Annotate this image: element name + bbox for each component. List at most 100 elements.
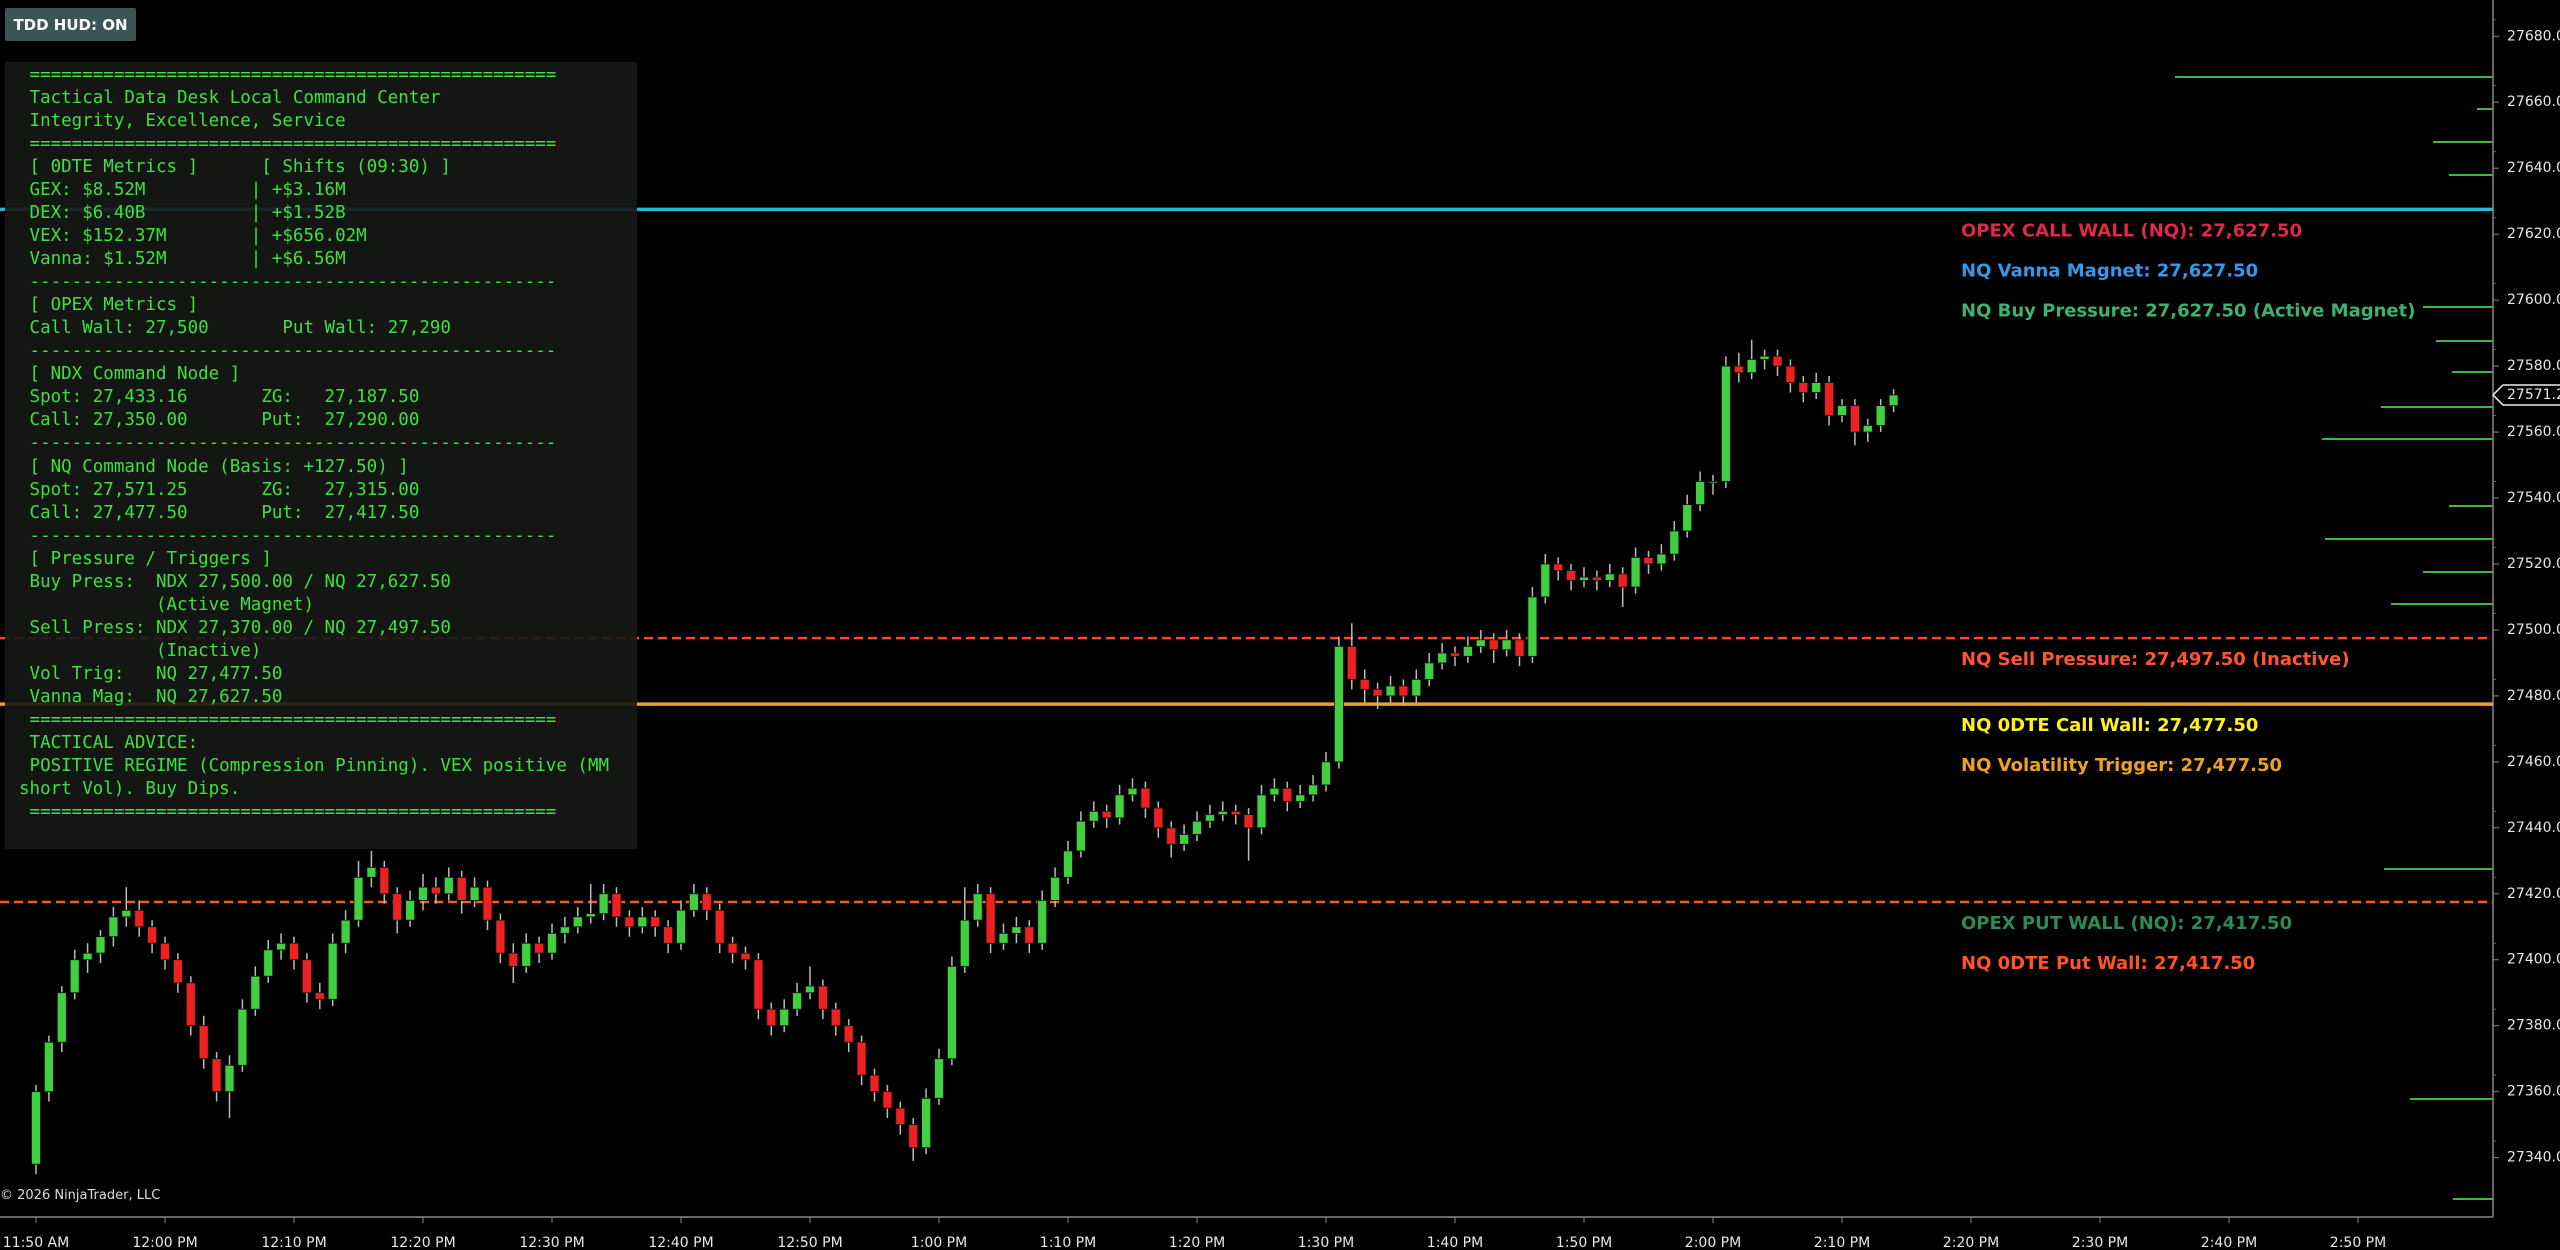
candle-body xyxy=(895,1107,906,1126)
candle-body xyxy=(1475,639,1486,647)
hud-line: ----------------------------------------… xyxy=(19,341,557,362)
candle-body xyxy=(727,942,738,954)
candle-body xyxy=(224,1064,235,1093)
hud-line: ========================================… xyxy=(19,134,557,155)
candle-body xyxy=(766,1008,777,1027)
x-tick-label: 1:10 PM xyxy=(1040,1235,1096,1250)
candle-body xyxy=(1037,899,1048,944)
candle-body xyxy=(134,909,145,928)
candle-body xyxy=(430,886,441,895)
candle-body xyxy=(1385,685,1396,697)
hud-line: Integrity, Excellence, Service xyxy=(19,111,346,132)
candle-body xyxy=(547,932,557,954)
y-tick-label: 27580.00 xyxy=(2507,358,2560,374)
candle-body xyxy=(327,942,338,1000)
candle-body xyxy=(1450,652,1460,657)
y-tick-label: 27420.00 xyxy=(2507,886,2560,902)
hud-line: ========================================… xyxy=(19,65,557,85)
candle-body xyxy=(1695,481,1705,506)
candle-body xyxy=(1114,794,1125,819)
candle-body xyxy=(1824,382,1834,416)
candle-body xyxy=(972,893,983,921)
candle-body xyxy=(185,982,196,1027)
hud-line: Spot: 27,571.25 ZG: 27,315.00 xyxy=(19,479,420,500)
candle-body xyxy=(985,893,996,944)
candle-body xyxy=(1192,820,1202,835)
price-marker-label: 27571.25 xyxy=(2507,387,2560,403)
candle-body xyxy=(56,992,67,1043)
x-tick-label: 2:40 PM xyxy=(2201,1235,2257,1250)
candle-body xyxy=(1592,576,1602,581)
hud-line: [ 0DTE Metrics ] [ Shifts (09:30) ] xyxy=(19,157,451,178)
candle-body xyxy=(1127,787,1138,796)
x-tick-label: 12:30 PM xyxy=(519,1235,584,1250)
candle-body xyxy=(1630,556,1641,588)
candle-body xyxy=(1398,685,1409,697)
candle-body xyxy=(805,985,815,994)
x-tick-label: 2:50 PM xyxy=(2330,1235,2386,1250)
candle-body xyxy=(405,899,416,921)
hud-line: Buy Press: NDX 27,500.00 / NQ 27,627.50 xyxy=(19,571,451,592)
candle-body xyxy=(1798,382,1809,393)
x-tick-label: 1:40 PM xyxy=(1427,1235,1483,1250)
level-annotation: OPEX CALL WALL (NQ): 27,627.50 xyxy=(1961,220,2302,241)
candle-body xyxy=(882,1091,893,1109)
candle-body xyxy=(366,867,377,878)
candle-body xyxy=(263,949,274,977)
x-tick-label: 12:20 PM xyxy=(390,1235,455,1250)
candle-body xyxy=(495,919,506,954)
hud-toggle-button[interactable]: TDD HUD: ON xyxy=(5,8,136,41)
candle-body xyxy=(147,926,158,944)
candle-body xyxy=(1282,787,1293,802)
y-tick-label: 27380.00 xyxy=(2507,1018,2560,1034)
candle-body xyxy=(250,975,261,1010)
candle-body xyxy=(95,936,106,954)
candle-body xyxy=(1437,652,1447,664)
candle-body xyxy=(1230,810,1241,816)
candle-body xyxy=(1321,761,1331,786)
candle-body xyxy=(1488,639,1499,651)
candle-body xyxy=(959,919,970,967)
candle-body xyxy=(1346,646,1357,680)
candle-body xyxy=(1166,827,1177,845)
candle-body xyxy=(1269,787,1280,796)
x-tick-label: 2:30 PM xyxy=(2072,1235,2128,1250)
x-tick-label: 12:50 PM xyxy=(777,1235,842,1250)
candle-body xyxy=(1850,405,1860,433)
candle-body xyxy=(1024,926,1035,944)
candle-body xyxy=(611,893,622,918)
level-annotation: NQ Buy Pressure: 27,627.50 (Active Magne… xyxy=(1961,300,2415,321)
candle-body xyxy=(1811,382,1822,393)
hud-line: [ NQ Command Node (Basis: +127.50) ] xyxy=(19,456,409,477)
candle-body xyxy=(676,909,686,944)
hud-line: POSITIVE REGIME (Compression Pinning). V… xyxy=(19,755,610,776)
candle-body xyxy=(1179,834,1189,845)
hud-line: ========================================… xyxy=(19,709,557,730)
hud-panel: ========================================… xyxy=(5,62,637,849)
candle-body xyxy=(1359,679,1370,690)
y-tick-label: 27640.00 xyxy=(2507,160,2560,176)
candle-body xyxy=(301,959,312,994)
candle-body xyxy=(998,932,1009,944)
candle-body xyxy=(1205,814,1215,822)
x-tick-label: 2:20 PM xyxy=(1943,1235,1999,1250)
y-tick-label: 27400.00 xyxy=(2507,952,2560,968)
candle-body xyxy=(1875,405,1886,426)
candle-body xyxy=(521,942,532,967)
candle-body xyxy=(1527,596,1538,657)
candle-body xyxy=(585,913,596,918)
hud-line: Vol Trig: NQ 27,477.50 xyxy=(19,663,283,684)
candle-body xyxy=(172,959,183,984)
candle-body xyxy=(1295,794,1306,802)
candle-body xyxy=(689,893,699,911)
candle-body xyxy=(1682,504,1693,532)
candle-body xyxy=(856,1041,867,1076)
level-annotation: NQ 0DTE Put Wall: 27,417.50 xyxy=(1961,953,2255,974)
candle-body xyxy=(1733,365,1744,374)
candle-body xyxy=(572,916,583,928)
candle-body xyxy=(392,893,403,921)
hud-line: Sell Press: NDX 27,370.00 / NQ 27,497.50 xyxy=(19,617,451,638)
hud-line: Call: 27,477.50 Put: 27,417.50 xyxy=(19,502,420,523)
y-tick-label: 27520.00 xyxy=(2507,556,2560,572)
